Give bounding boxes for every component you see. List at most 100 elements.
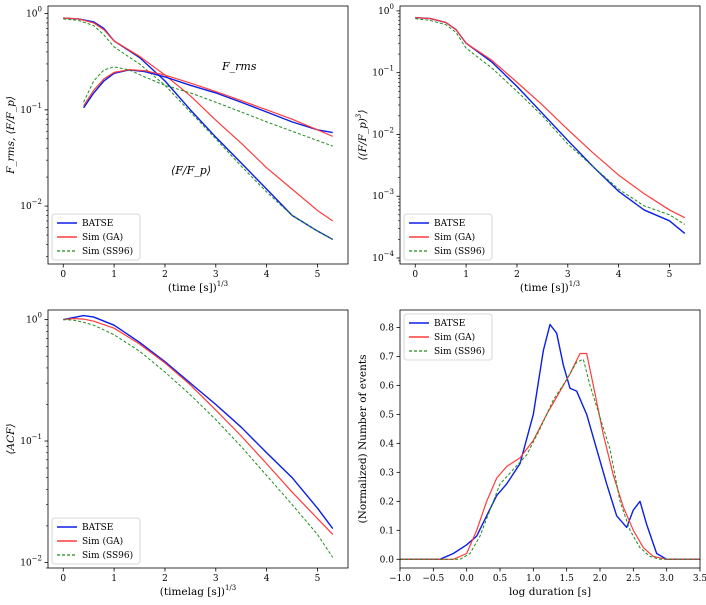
- x-axis-label: (timelag [s])1/3: [160, 584, 236, 598]
- axes-frame-top-left: [47, 5, 349, 265]
- y-tick-label: 0.4: [380, 439, 395, 449]
- legend-label-ga: Sim (GA): [434, 232, 475, 243]
- legend-box: [51, 517, 141, 565]
- panel-top-left: 0 1 2 3 4 5 10−2 10−1 100 (time [s])1/3 F_rms, ⟨F/…: [5, 5, 349, 294]
- y-tick-label: 0.1: [380, 526, 394, 536]
- y-tick-label: 100: [378, 3, 394, 17]
- y-tick-label: 10−4: [372, 250, 394, 264]
- x-tick-label: 1: [463, 270, 469, 280]
- x-tick-label: 1.0: [526, 574, 541, 584]
- y-tick-label: 0.2: [380, 497, 394, 507]
- y-axis-label: F_rms, ⟨F/F_p⟩: [5, 96, 17, 175]
- legend-label-batse: BATSE: [434, 219, 465, 229]
- x-tick-label: 3.5: [693, 574, 706, 584]
- legend-box: [403, 313, 493, 361]
- series-line-ss96-bottom-left-2: [63, 319, 334, 558]
- x-tick-label: 4: [264, 574, 270, 584]
- x-tick-label: 0.0: [460, 574, 475, 584]
- series-line-batse-top-right-0: [415, 16, 686, 234]
- axes-frame-top-right: [399, 5, 701, 265]
- x-tick-label: 3: [213, 574, 219, 584]
- legend-label-ss96: Sim (SS96): [434, 346, 485, 357]
- legend-box: [51, 213, 141, 261]
- y-tick-label: 0.8: [380, 323, 395, 333]
- x-tick-label: 2: [514, 270, 520, 280]
- x-tick-label: 0: [60, 574, 66, 584]
- x-tick-label: 4: [264, 270, 270, 280]
- x-tick-label: 2: [162, 270, 168, 280]
- panel-bottom-right: −1.0 −0.5 0.0 0.5 1.0 1.5 2.0 2.5 3.0 3.5 0.0 0.1 0.…: [357, 309, 706, 598]
- y-axis-label: ⟨(F/F_p)3⟩: [355, 110, 369, 161]
- x-tick-label: 5: [315, 270, 321, 280]
- legend-bottom-left: BATSE Sim (GA) Sim (SS96): [51, 517, 141, 565]
- legend-label-ga: Sim (GA): [82, 232, 123, 243]
- series-line-ga-bottom-right-1: [400, 352, 700, 560]
- y-axis-label: ⟨ACF⟩: [5, 423, 17, 454]
- panel-bottom-left: 0 1 2 3 4 5 10−2 10−1 100 (timelag [s])1/3 ⟨ACF⟩ BA…: [5, 309, 349, 598]
- x-tick-label: 0: [60, 270, 66, 280]
- x-tick-label: 1: [111, 270, 117, 280]
- panel-top-right: 0 1 2 3 4 5 10−4 10−3 10−2 10−1 100 (time [s])1/3 ⟨(…: [355, 3, 701, 294]
- series-line-ga-top-left-1: [63, 17, 334, 222]
- x-tick-label: 5: [667, 270, 673, 280]
- y-tick-label: 0.0: [380, 555, 395, 565]
- x-tick-label: 0: [412, 270, 418, 280]
- series-line-ss96-bottom-right-2: [400, 358, 700, 560]
- legend-label-batse: BATSE: [82, 523, 113, 533]
- series-line-ss96-top-left-5: [83, 66, 333, 147]
- series-line-batse-top-left-0: [63, 17, 334, 241]
- x-tick-label: 2.5: [626, 574, 641, 584]
- y-tick-label: 10−1: [20, 102, 42, 116]
- x-axis-label: (time [s])1/3: [520, 280, 580, 294]
- annotation-label: F_rms: [221, 60, 257, 73]
- x-tick-label: 3: [213, 270, 219, 280]
- legend-box: [403, 213, 493, 261]
- x-tick-label: 1: [111, 574, 117, 584]
- x-tick-label: −0.5: [422, 574, 444, 584]
- y-tick-label: 0.7: [380, 352, 395, 362]
- series-line-ga-top-left-4: [83, 68, 333, 137]
- y-tick-label: 10−1: [372, 65, 394, 79]
- series-line-ss96-top-left-2: [63, 18, 333, 240]
- series-line-ga-top-right-1: [415, 16, 686, 219]
- y-tick-label: 100: [26, 312, 42, 326]
- y-tick-label: 10−2: [20, 554, 42, 568]
- y-tick-label: 10−2: [372, 126, 394, 140]
- x-tick-label: 2.0: [593, 574, 608, 584]
- legend-top-left: BATSE Sim (GA) Sim (SS96): [51, 213, 141, 261]
- series-line-batse-bottom-left-0: [63, 314, 334, 530]
- legend-bottom-right: BATSE Sim (GA) Sim (SS96): [403, 313, 493, 361]
- series-line-ss96-top-right-2: [415, 18, 686, 225]
- y-tick-label: 10−3: [372, 188, 394, 202]
- y-tick-label: 0.5: [380, 410, 395, 420]
- x-tick-label: 4: [616, 270, 622, 280]
- x-tick-label: 1.5: [560, 574, 575, 584]
- y-axis-label: (Normalized) Number of events: [357, 355, 369, 524]
- x-tick-label: 5: [315, 574, 321, 584]
- legend-label-ss96: Sim (SS96): [82, 550, 133, 561]
- legend-label-ga: Sim (GA): [434, 332, 475, 343]
- x-tick-label: 3: [565, 270, 571, 280]
- axes-frame-bottom-right: [399, 309, 701, 569]
- x-tick-label: 0.5: [493, 574, 508, 584]
- legend-label-ss96: Sim (SS96): [434, 246, 485, 257]
- legend-top-right: BATSE Sim (GA) Sim (SS96): [403, 213, 493, 261]
- series-line-batse-top-left-3: [83, 69, 333, 134]
- axes-frame-bottom-left: [47, 309, 349, 569]
- legend-label-ss96: Sim (SS96): [82, 246, 133, 257]
- legend-label-ga: Sim (GA): [82, 536, 123, 547]
- x-axis-label: (time [s])1/3: [168, 280, 228, 294]
- legend-label-batse: BATSE: [434, 319, 465, 329]
- x-tick-label: 3.0: [660, 574, 675, 584]
- series-line-ga-bottom-left-1: [63, 317, 334, 535]
- x-axis-label: log duration [s]: [509, 586, 591, 598]
- series-line-batse-bottom-right-0: [400, 323, 700, 560]
- y-tick-label: 10−1: [20, 433, 42, 447]
- y-tick-label: 100: [26, 6, 42, 20]
- legend-label-batse: BATSE: [82, 219, 113, 229]
- annotation-label: ⟨F/F_p⟩: [171, 164, 211, 177]
- x-tick-label: 2: [162, 574, 168, 584]
- y-tick-label: 0.6: [380, 381, 395, 391]
- y-tick-label: 10−2: [20, 198, 42, 212]
